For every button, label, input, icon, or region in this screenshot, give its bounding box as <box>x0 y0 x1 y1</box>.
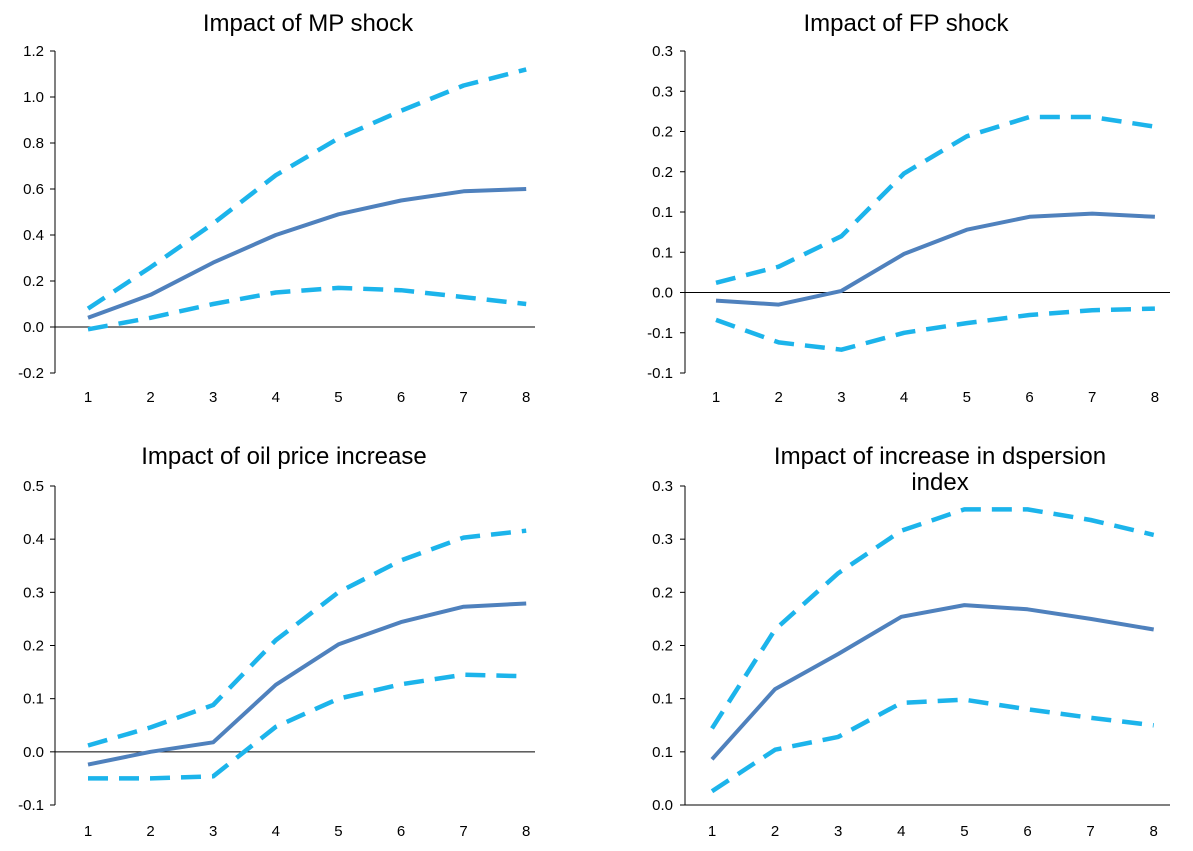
y-tick-label: 0.3 <box>652 531 673 548</box>
chart-panel-1: Impact of MP shock -0.2 0.0 0.2 0.4 0.6 0.8 1.0… <box>18 10 535 406</box>
series-line-confidence-band <box>87 285 527 332</box>
x-tick-label: 5 <box>963 389 971 406</box>
y-tick-label: -0.2 <box>18 365 44 382</box>
y-tick-label: 0.3 <box>652 83 673 100</box>
y-tick-label: 0.1 <box>652 744 673 761</box>
x-tick-label: 4 <box>272 823 280 840</box>
chart-title: Impact of MP shock <box>203 10 414 37</box>
y-tick-label: 0.4 <box>23 227 44 244</box>
x-tick-label: 2 <box>771 823 779 840</box>
y-tick-label: 0.5 <box>23 478 44 495</box>
x-tick-label: 5 <box>960 823 968 840</box>
x-tick-label: 2 <box>775 389 783 406</box>
y-tick-label: 0.8 <box>23 135 44 152</box>
y-tick-label: 0.3 <box>652 43 673 60</box>
x-tick-label: 7 <box>459 823 467 840</box>
series-line-confidence-band <box>710 697 1154 794</box>
series-line-confidence-band <box>710 507 1155 730</box>
x-tick-label: 4 <box>272 389 280 406</box>
chart-title: index <box>911 469 968 496</box>
y-tick-label: 0.6 <box>23 181 44 198</box>
y-tick-label: 0.0 <box>652 285 673 302</box>
series-line-estimate <box>87 187 527 320</box>
y-tick-label: -0.1 <box>647 365 673 382</box>
x-tick-label: 7 <box>1088 389 1096 406</box>
x-tick-label: 5 <box>334 389 342 406</box>
y-tick-label: 0.1 <box>652 691 673 708</box>
x-tick-label: 5 <box>334 823 342 840</box>
x-tick-label: 1 <box>712 389 720 406</box>
x-tick-label: 6 <box>397 823 405 840</box>
y-tick-label: 1.2 <box>23 43 44 60</box>
y-tick-label: 0.2 <box>652 164 673 181</box>
chart-panel-3: Impact of oil price increase -0.1 0.0 0.1 0.… <box>18 443 535 840</box>
y-tick-label: 0.0 <box>652 797 673 814</box>
y-tick-label: -0.1 <box>18 797 44 814</box>
x-tick-label: 8 <box>522 823 530 840</box>
series-line-estimate <box>710 603 1155 761</box>
y-tick-label: 0.2 <box>652 124 673 141</box>
y-tick-label: 0.3 <box>23 584 44 601</box>
x-tick-label: 8 <box>1151 389 1159 406</box>
y-tick-label: -0.1 <box>647 325 673 342</box>
x-tick-label: 7 <box>459 389 467 406</box>
x-tick-label: 8 <box>1150 823 1158 840</box>
y-tick-label: 0.2 <box>23 273 44 290</box>
x-tick-label: 8 <box>522 389 530 406</box>
x-tick-label: 6 <box>397 389 405 406</box>
y-tick-label: 0.2 <box>652 584 673 601</box>
series-line-confidence-band <box>86 67 527 311</box>
chart-title: Impact of FP shock <box>804 10 1010 37</box>
x-tick-label: 3 <box>209 823 217 840</box>
series-line-estimate <box>715 211 1156 307</box>
y-tick-label: 0.0 <box>23 744 44 761</box>
chart-title: Impact of oil price increase <box>141 443 426 470</box>
y-tick-label: 0.4 <box>23 531 44 548</box>
x-tick-label: 1 <box>84 823 92 840</box>
chart-panel-2: Impact of FP shock -0.1 -0.1 0.0 0.1 0.1 0.2 0.… <box>647 10 1170 406</box>
y-tick-label: 0.2 <box>652 638 673 655</box>
chart-title: Impact of increase in dspersion <box>774 443 1106 470</box>
series-line-estimate <box>87 601 527 767</box>
y-tick-label: 0.1 <box>652 244 673 261</box>
y-tick-label: 0.3 <box>652 478 673 495</box>
x-tick-label: 3 <box>834 823 842 840</box>
x-tick-label: 4 <box>897 823 905 840</box>
x-tick-label: 6 <box>1025 389 1033 406</box>
y-tick-label: 0.0 <box>23 319 44 336</box>
series-line-confidence-band <box>715 306 1155 352</box>
x-tick-label: 6 <box>1023 823 1031 840</box>
x-tick-label: 2 <box>146 389 154 406</box>
x-tick-label: 7 <box>1086 823 1094 840</box>
x-tick-label: 2 <box>146 823 154 840</box>
series-line-confidence-band <box>87 528 527 748</box>
y-tick-label: 0.2 <box>23 638 44 655</box>
y-tick-label: 0.1 <box>23 691 44 708</box>
series-line-confidence-band <box>715 114 1156 285</box>
x-tick-label: 3 <box>209 389 217 406</box>
x-tick-label: 1 <box>84 389 92 406</box>
x-tick-label: 3 <box>837 389 845 406</box>
y-tick-label: 0.1 <box>652 204 673 221</box>
y-tick-label: 1.0 <box>23 89 44 106</box>
series-line-confidence-band <box>88 672 527 781</box>
x-tick-label: 4 <box>900 389 908 406</box>
x-tick-label: 1 <box>708 823 716 840</box>
